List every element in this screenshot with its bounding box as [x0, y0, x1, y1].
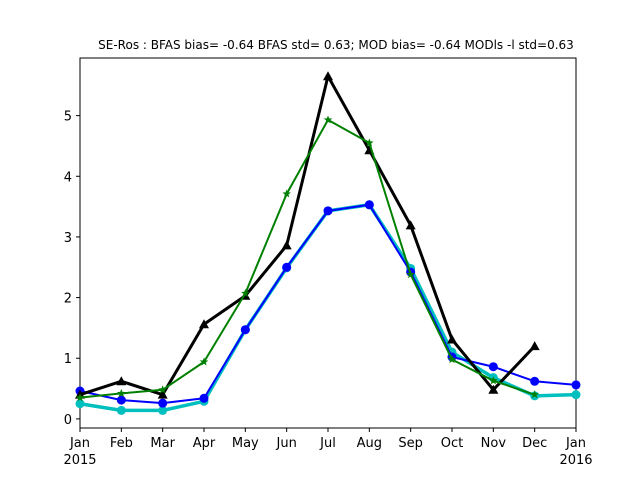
y-tick-label: 3: [64, 231, 72, 246]
x-tick-label: Jan: [565, 436, 586, 451]
series-2: [75, 71, 540, 399]
data-point: [75, 399, 85, 409]
series-0: [75, 200, 581, 415]
data-point: [571, 380, 581, 390]
data-point: [405, 220, 416, 230]
series-3: [75, 115, 539, 402]
x-tick-label: Mar: [150, 436, 175, 451]
x-tick-label: Dec: [522, 436, 547, 451]
y-tick-label: 5: [64, 110, 72, 125]
y-tick-label: 2: [64, 292, 72, 307]
data-point: [158, 405, 168, 415]
x-tick-label: Sep: [398, 436, 423, 451]
data-point: [157, 389, 168, 399]
data-point: [365, 138, 374, 147]
data-point: [530, 376, 540, 386]
chart-title: SE-Ros : BFAS bias= -0.64 BFAS std= 0.63…: [98, 38, 574, 52]
data-point: [158, 398, 168, 408]
y-tick-label: 1: [64, 352, 72, 367]
plot-area: [79, 57, 577, 429]
x-tick-label: Jul: [319, 436, 336, 451]
data-point: [282, 189, 291, 198]
x-tick-label: Jan: [69, 436, 90, 451]
x-tick-label: Apr: [193, 436, 216, 451]
data-point: [116, 405, 126, 415]
data-point: [530, 390, 539, 399]
y-tick-label: 4: [64, 170, 72, 185]
data-point: [75, 393, 85, 402]
data-point: [158, 385, 167, 394]
data-point: [199, 319, 209, 329]
data-point: [571, 390, 581, 400]
x-tick-label: Jun: [276, 436, 297, 451]
data-point: [364, 200, 374, 210]
data-point: [529, 341, 540, 351]
data-point: [240, 325, 250, 335]
data-point: [488, 362, 498, 372]
x-axis: Jan 2015 Feb Mar Apr May Jun Jul Aug Sep Oct Nov Dec…: [63, 428, 593, 468]
data-point: [241, 288, 250, 297]
x-tick-year-label: 2016: [559, 453, 592, 468]
data-point: [199, 393, 209, 403]
data-point: [489, 376, 498, 385]
data-point: [281, 240, 292, 250]
x-tick-year-label: 2015: [63, 453, 96, 468]
data-point: [117, 388, 126, 398]
series-line: [79, 118, 535, 399]
x-tick-label: May: [232, 436, 259, 451]
data-point: [488, 384, 499, 394]
data-point: [323, 71, 333, 81]
y-tick-label: 0: [64, 413, 72, 428]
x-tick-label: Oct: [441, 436, 463, 451]
x-tick-label: Aug: [357, 436, 382, 451]
series-line: [79, 203, 577, 405]
data-point: [323, 206, 333, 216]
data-point: [323, 115, 333, 124]
x-tick-label: Nov: [481, 436, 507, 451]
data-point: [406, 270, 415, 279]
x-tick-label: Feb: [110, 436, 133, 451]
data-point: [447, 334, 457, 344]
data-point: [116, 395, 126, 405]
data-point: [116, 376, 127, 386]
data-point: [282, 262, 292, 272]
y-axis: 0 1 2 3 4 5: [64, 110, 80, 428]
data-point: [199, 357, 209, 366]
data-point: [447, 354, 457, 364]
series-layer: [75, 71, 581, 415]
series-line: [79, 74, 536, 397]
